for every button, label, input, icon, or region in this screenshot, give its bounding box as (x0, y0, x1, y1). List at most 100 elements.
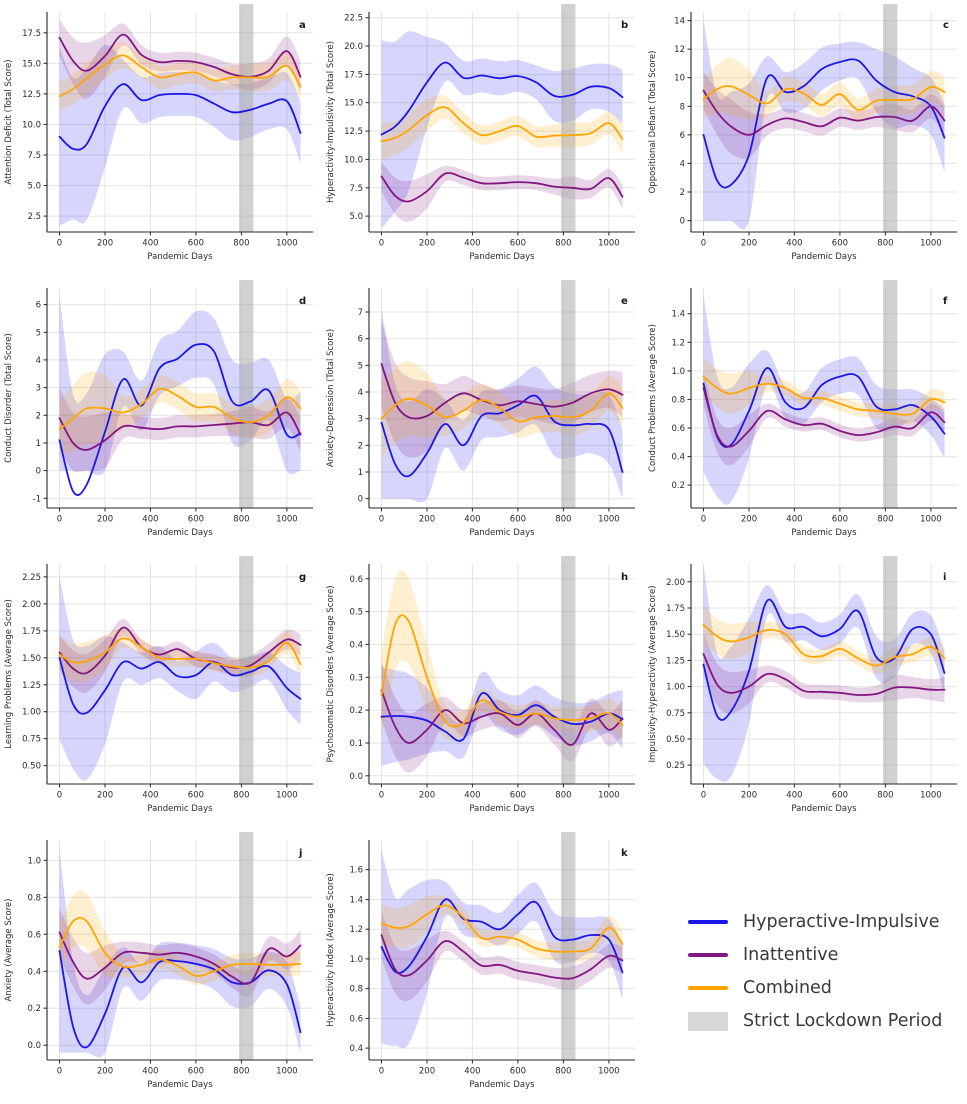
panel-b: 0 200 400 600 800 1000 5.0 7.5 10.0 12.5 15.0 17.5 2… (322, 0, 644, 276)
svg-text:Attention Deficit (Total Score: Attention Deficit (Total Score) (4, 59, 14, 184)
chart-h: 0 200 400 600 800 1000 0.0 0.1 0.2 0.3 0.4 0.5 0.6 Pa… (326, 556, 635, 814)
svg-text:0: 0 (57, 515, 62, 525)
svg-text:-1: -1 (33, 494, 41, 504)
svg-text:1.2: 1.2 (349, 925, 363, 935)
svg-text:Pandemic Days: Pandemic Days (469, 1080, 535, 1090)
svg-text:7.5: 7.5 (27, 151, 41, 161)
svg-text:Hyperactivity-Impulsivity (Tot: Hyperactivity-Impulsivity (Total Score) (326, 41, 336, 203)
svg-text:600: 600 (510, 239, 526, 249)
svg-text:15.0: 15.0 (22, 59, 41, 69)
svg-text:c: c (943, 20, 949, 31)
svg-text:10: 10 (674, 74, 685, 84)
svg-text:0.6: 0.6 (27, 930, 41, 940)
svg-text:1000: 1000 (276, 791, 298, 801)
svg-text:1000: 1000 (276, 1067, 298, 1077)
svg-text:4: 4 (36, 356, 41, 366)
svg-text:400: 400 (142, 791, 158, 801)
svg-text:0: 0 (57, 239, 62, 249)
svg-text:600: 600 (832, 791, 848, 801)
svg-text:k: k (621, 848, 628, 859)
svg-text:5.0: 5.0 (27, 182, 41, 192)
svg-text:0: 0 (379, 239, 384, 249)
svg-text:400: 400 (464, 515, 480, 525)
panel-e: 0 200 400 600 800 1000 0 1 2 3 4 5 6 7 Pandemic Days An… (322, 276, 644, 552)
svg-text:600: 600 (832, 239, 848, 249)
svg-text:10.0: 10.0 (22, 120, 41, 130)
chart-c: 0 200 400 600 800 1000 0 2 4 6 8 10 12 14 Pandemic Day… (648, 4, 957, 262)
svg-text:3: 3 (36, 384, 41, 394)
svg-text:3: 3 (358, 415, 363, 425)
svg-text:800: 800 (877, 239, 893, 249)
panel-i: 0 200 400 600 800 1000 0.25 0.50 0.75 1.00 1.25 1.5… (644, 552, 967, 828)
svg-text:0.50: 0.50 (22, 762, 41, 772)
svg-text:1.75: 1.75 (22, 627, 41, 637)
svg-text:1000: 1000 (598, 791, 620, 801)
legend-line-swatch-orange (688, 986, 728, 990)
svg-text:2.00: 2.00 (666, 578, 685, 588)
svg-text:0.1: 0.1 (349, 739, 363, 749)
svg-text:0.2: 0.2 (27, 1004, 41, 1014)
svg-text:0.0: 0.0 (349, 772, 363, 782)
svg-text:Learning Problems (Average Sco: Learning Problems (Average Score) (4, 599, 14, 749)
svg-text:5: 5 (358, 361, 363, 371)
svg-text:h: h (621, 572, 628, 583)
svg-text:1000: 1000 (598, 1067, 620, 1077)
svg-text:200: 200 (419, 791, 435, 801)
chart-a: 0 200 400 600 800 1000 2.5 5.0 7.5 10.0 12.5 15.0 17… (4, 4, 313, 262)
svg-text:Oppositional Defiant (Total Sc: Oppositional Defiant (Total Score) (648, 51, 658, 194)
svg-text:1.25: 1.25 (22, 681, 41, 691)
svg-text:5.0: 5.0 (349, 212, 363, 222)
legend-label: Strict Lockdown Period (743, 1011, 943, 1031)
svg-text:1.00: 1.00 (22, 708, 41, 718)
svg-text:b: b (621, 20, 628, 31)
svg-text:Anxiety-Depression (Total Scor: Anxiety-Depression (Total Score) (326, 329, 336, 467)
legend-label: Combined (743, 978, 832, 998)
svg-text:0: 0 (701, 791, 706, 801)
svg-text:200: 200 (97, 239, 113, 249)
svg-text:a: a (299, 20, 306, 31)
svg-text:1.75: 1.75 (666, 604, 685, 614)
svg-text:0.4: 0.4 (349, 1044, 363, 1054)
panel-h: 0 200 400 600 800 1000 0.0 0.1 0.2 0.3 0.4 0.5 0.6 Pa… (322, 552, 644, 828)
svg-text:800: 800 (233, 1067, 249, 1077)
svg-text:1.6: 1.6 (349, 866, 363, 876)
svg-text:4: 4 (358, 388, 363, 398)
legend-line-swatch-blue (688, 920, 728, 924)
chart-g: 0 200 400 600 800 1000 0.50 0.75 1.00 1.25 1.50 1.7… (4, 556, 313, 814)
svg-text:Pandemic Days: Pandemic Days (147, 1080, 213, 1090)
svg-text:12.5: 12.5 (344, 127, 363, 137)
svg-text:Hyperactivity Index (Average S: Hyperactivity Index (Average Score) (326, 873, 336, 1027)
svg-text:g: g (299, 572, 306, 583)
svg-text:1000: 1000 (920, 791, 942, 801)
svg-text:14: 14 (674, 17, 685, 27)
svg-text:0.75: 0.75 (22, 735, 41, 745)
legend: Hyperactive-Impulsive Inattentive Combin… (644, 828, 967, 1104)
chart-k: 0 200 400 600 800 1000 0.4 0.6 0.8 1.0 1.2 1.4 1.6 Pa… (326, 832, 635, 1090)
svg-text:17.5: 17.5 (344, 70, 363, 80)
svg-text:12: 12 (674, 45, 685, 55)
svg-text:1.2: 1.2 (671, 338, 685, 348)
svg-text:2: 2 (36, 411, 41, 421)
svg-text:20.0: 20.0 (344, 42, 363, 52)
svg-text:6: 6 (680, 131, 685, 141)
svg-text:1.4: 1.4 (671, 310, 685, 320)
svg-text:0.75: 0.75 (666, 709, 685, 719)
svg-text:800: 800 (233, 791, 249, 801)
legend-rect-swatch-gray (688, 1011, 728, 1031)
svg-text:0.3: 0.3 (349, 673, 363, 683)
svg-text:800: 800 (877, 515, 893, 525)
svg-text:1.00: 1.00 (666, 683, 685, 693)
svg-text:0: 0 (680, 217, 685, 227)
svg-text:600: 600 (510, 515, 526, 525)
svg-text:400: 400 (464, 791, 480, 801)
chart-j: 0 200 400 600 800 1000 0.0 0.2 0.4 0.6 0.8 1.0 Pande… (4, 832, 313, 1090)
chart-i: 0 200 400 600 800 1000 0.25 0.50 0.75 1.00 1.25 1.5… (648, 556, 957, 814)
svg-text:1.0: 1.0 (349, 955, 363, 965)
panel-f: 0 200 400 600 800 1000 0.2 0.4 0.6 0.8 1.0 1.2 1.4 Pa… (644, 276, 967, 552)
svg-text:400: 400 (464, 1067, 480, 1077)
svg-text:Conduct Problems (Average Scor: Conduct Problems (Average Score) (648, 324, 658, 472)
chart-e: 0 200 400 600 800 1000 0 1 2 3 4 5 6 7 Pandemic Days An… (326, 280, 635, 538)
svg-text:f: f (943, 296, 948, 307)
legend-item-combined: Combined (688, 978, 967, 998)
